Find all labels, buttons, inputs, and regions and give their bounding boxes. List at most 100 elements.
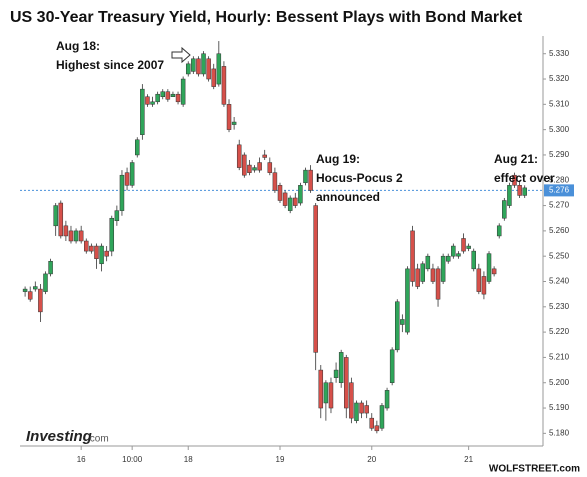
candle-up [451,245,456,257]
candle-up [389,349,395,383]
logo-brand: Investing [26,428,92,445]
candle-up [379,405,385,429]
candle-down [517,185,522,196]
annotation: Aug 19: [316,152,360,166]
candle-down [247,164,252,173]
candle-down [435,268,441,300]
candle-up [466,245,471,249]
current-label-bg [544,184,574,197]
candle-up [456,253,461,257]
candle-down [226,104,232,130]
candle-up [135,139,140,156]
y-tick-label: 5.280 [549,175,570,184]
candle-up [216,53,222,85]
y-tick-label: 5.240 [549,277,570,286]
y-tick-label: 5.290 [549,150,570,159]
candle-down [68,230,74,242]
y-tick-label: 5.270 [549,201,570,210]
candle-up [231,121,237,125]
candle-up [354,402,359,421]
candle-down [349,382,354,419]
candle-up [440,255,446,282]
candle-up [43,273,48,292]
x-tick-label: 18 [184,455,193,464]
candle-down [104,250,109,257]
x-tick-label: 20 [367,455,376,464]
candle-down [272,172,278,191]
candle-up [129,162,135,186]
candle-down [293,197,298,206]
candle-up [471,250,476,270]
candle-down [257,162,262,171]
candle-down [94,245,99,259]
candle-down [63,225,69,237]
candle-down [308,169,313,191]
y-tick-label: 5.320 [549,74,570,83]
candle-up [425,255,431,270]
candle-down [364,405,369,414]
x-tick-label: 21 [464,455,473,464]
y-tick-label: 5.200 [549,378,570,387]
logo-suffix: .com [87,434,109,445]
candle-up [395,301,400,351]
y-tick-label: 5.220 [549,327,570,336]
candle-down [344,357,349,409]
candle-down [512,174,517,186]
candle-down [430,268,436,282]
candle-up [338,352,344,383]
candle-up [496,225,502,237]
candle-up [191,58,196,72]
annotation: effect over [494,171,555,185]
candle-up [185,63,191,75]
candle-down [78,230,84,242]
candle-up [140,88,145,135]
y-tick-label: 5.190 [549,403,570,412]
candle-up [99,245,104,265]
candle-up [33,286,38,290]
candle-up [323,382,329,404]
candle-down [481,276,487,295]
candle-down [38,288,43,313]
candle-down [27,291,33,300]
candle-down [221,66,227,105]
y-tick-label: 5.230 [549,302,570,311]
candle-up [252,167,257,171]
candle-up [119,174,125,211]
candle-up [486,253,492,282]
candle-down [374,425,380,432]
candle-up [160,91,165,97]
candle-up [405,268,410,333]
candle-up [201,53,206,75]
y-tick-label: 5.300 [549,125,570,134]
candle-down [410,230,415,282]
candle-up [384,390,390,409]
candle-up [298,185,303,204]
candle-up [420,263,425,282]
candle-down [461,238,466,252]
y-tick-label: 5.310 [549,99,570,108]
candle-down [313,205,318,353]
annotation: Aug 21: [494,152,538,166]
candle-up [155,93,160,103]
y-tick-label: 5.250 [549,251,570,260]
candle-down [277,185,283,201]
candle-down [262,154,267,158]
candle-down [175,93,181,103]
candle-down [84,240,89,252]
x-tick-label: 16 [77,455,86,464]
candle-up [507,185,512,206]
current-label: 5.276 [549,185,570,194]
x-tick-label: 10:00 [122,455,143,464]
source: WOLFSTREET.com [489,464,580,475]
y-tick-label: 5.260 [549,226,570,235]
candle-up [180,78,186,105]
annotation: Aug 18: [56,39,100,53]
annotation: Highest since 2007 [56,58,164,72]
candle-up [333,369,339,378]
candle-down [415,268,420,287]
chart-title: US 30-Year Treasury Yield, Hourly: Besse… [10,9,523,26]
candle-down [328,382,334,409]
candle-down [369,417,375,429]
candle-up [22,288,28,292]
candle-up [445,255,451,262]
